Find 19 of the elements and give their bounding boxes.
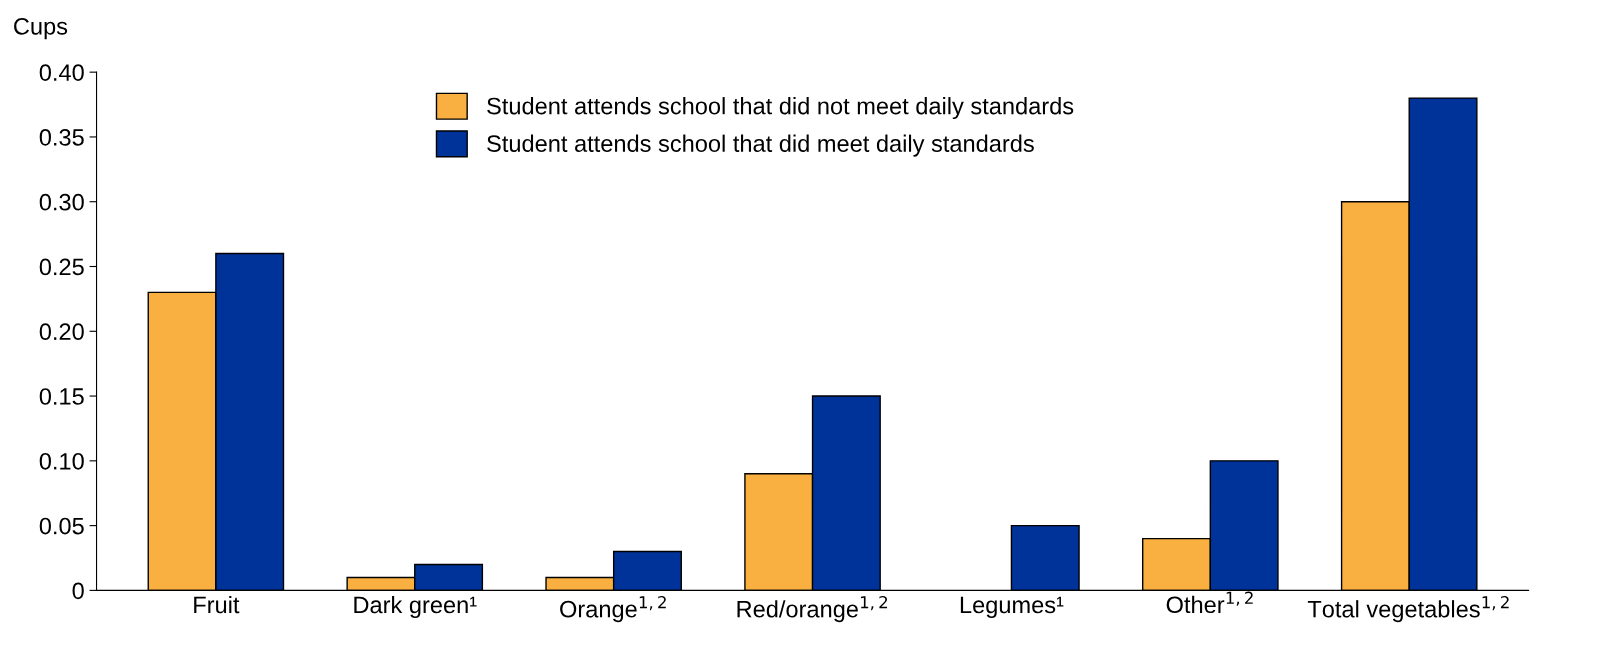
- x-tick-label: Other$^{1,2}$: [1166, 591, 1253, 614]
- y-tick-label: 0.35: [39, 129, 84, 146]
- y-tick-label: 0.40: [39, 64, 84, 81]
- y-axis-title: Cups: [14, 17, 68, 40]
- x-tick-label: Red/orange$^{1,2}$: [737, 595, 888, 623]
- legend-label: Student attends school that did not meet daily standards: [487, 97, 1074, 120]
- x-tick-label: Legumes¹: [960, 596, 1064, 618]
- x-tick-label: Total vegetables$^{1,2}$: [1307, 595, 1509, 623]
- y-tick-label: 0.20: [39, 323, 84, 341]
- legend-label: Student attends school that did meet daily standards: [487, 134, 1034, 157]
- y-tick-label: 0.30: [39, 193, 84, 211]
- x-tick-label: Dark green¹: [354, 595, 477, 618]
- y-tick-label: 0.25: [39, 258, 84, 276]
- y-tick-label: 0.10: [39, 452, 84, 470]
- y-tick-label: 0.05: [39, 517, 84, 535]
- y-tick-label: 0.15: [39, 388, 84, 405]
- y-tick-label: 0: [72, 582, 84, 600]
- x-tick-label: Orange$^{1,2}$: [560, 595, 666, 623]
- x-tick-label: Fruit: [194, 595, 240, 614]
